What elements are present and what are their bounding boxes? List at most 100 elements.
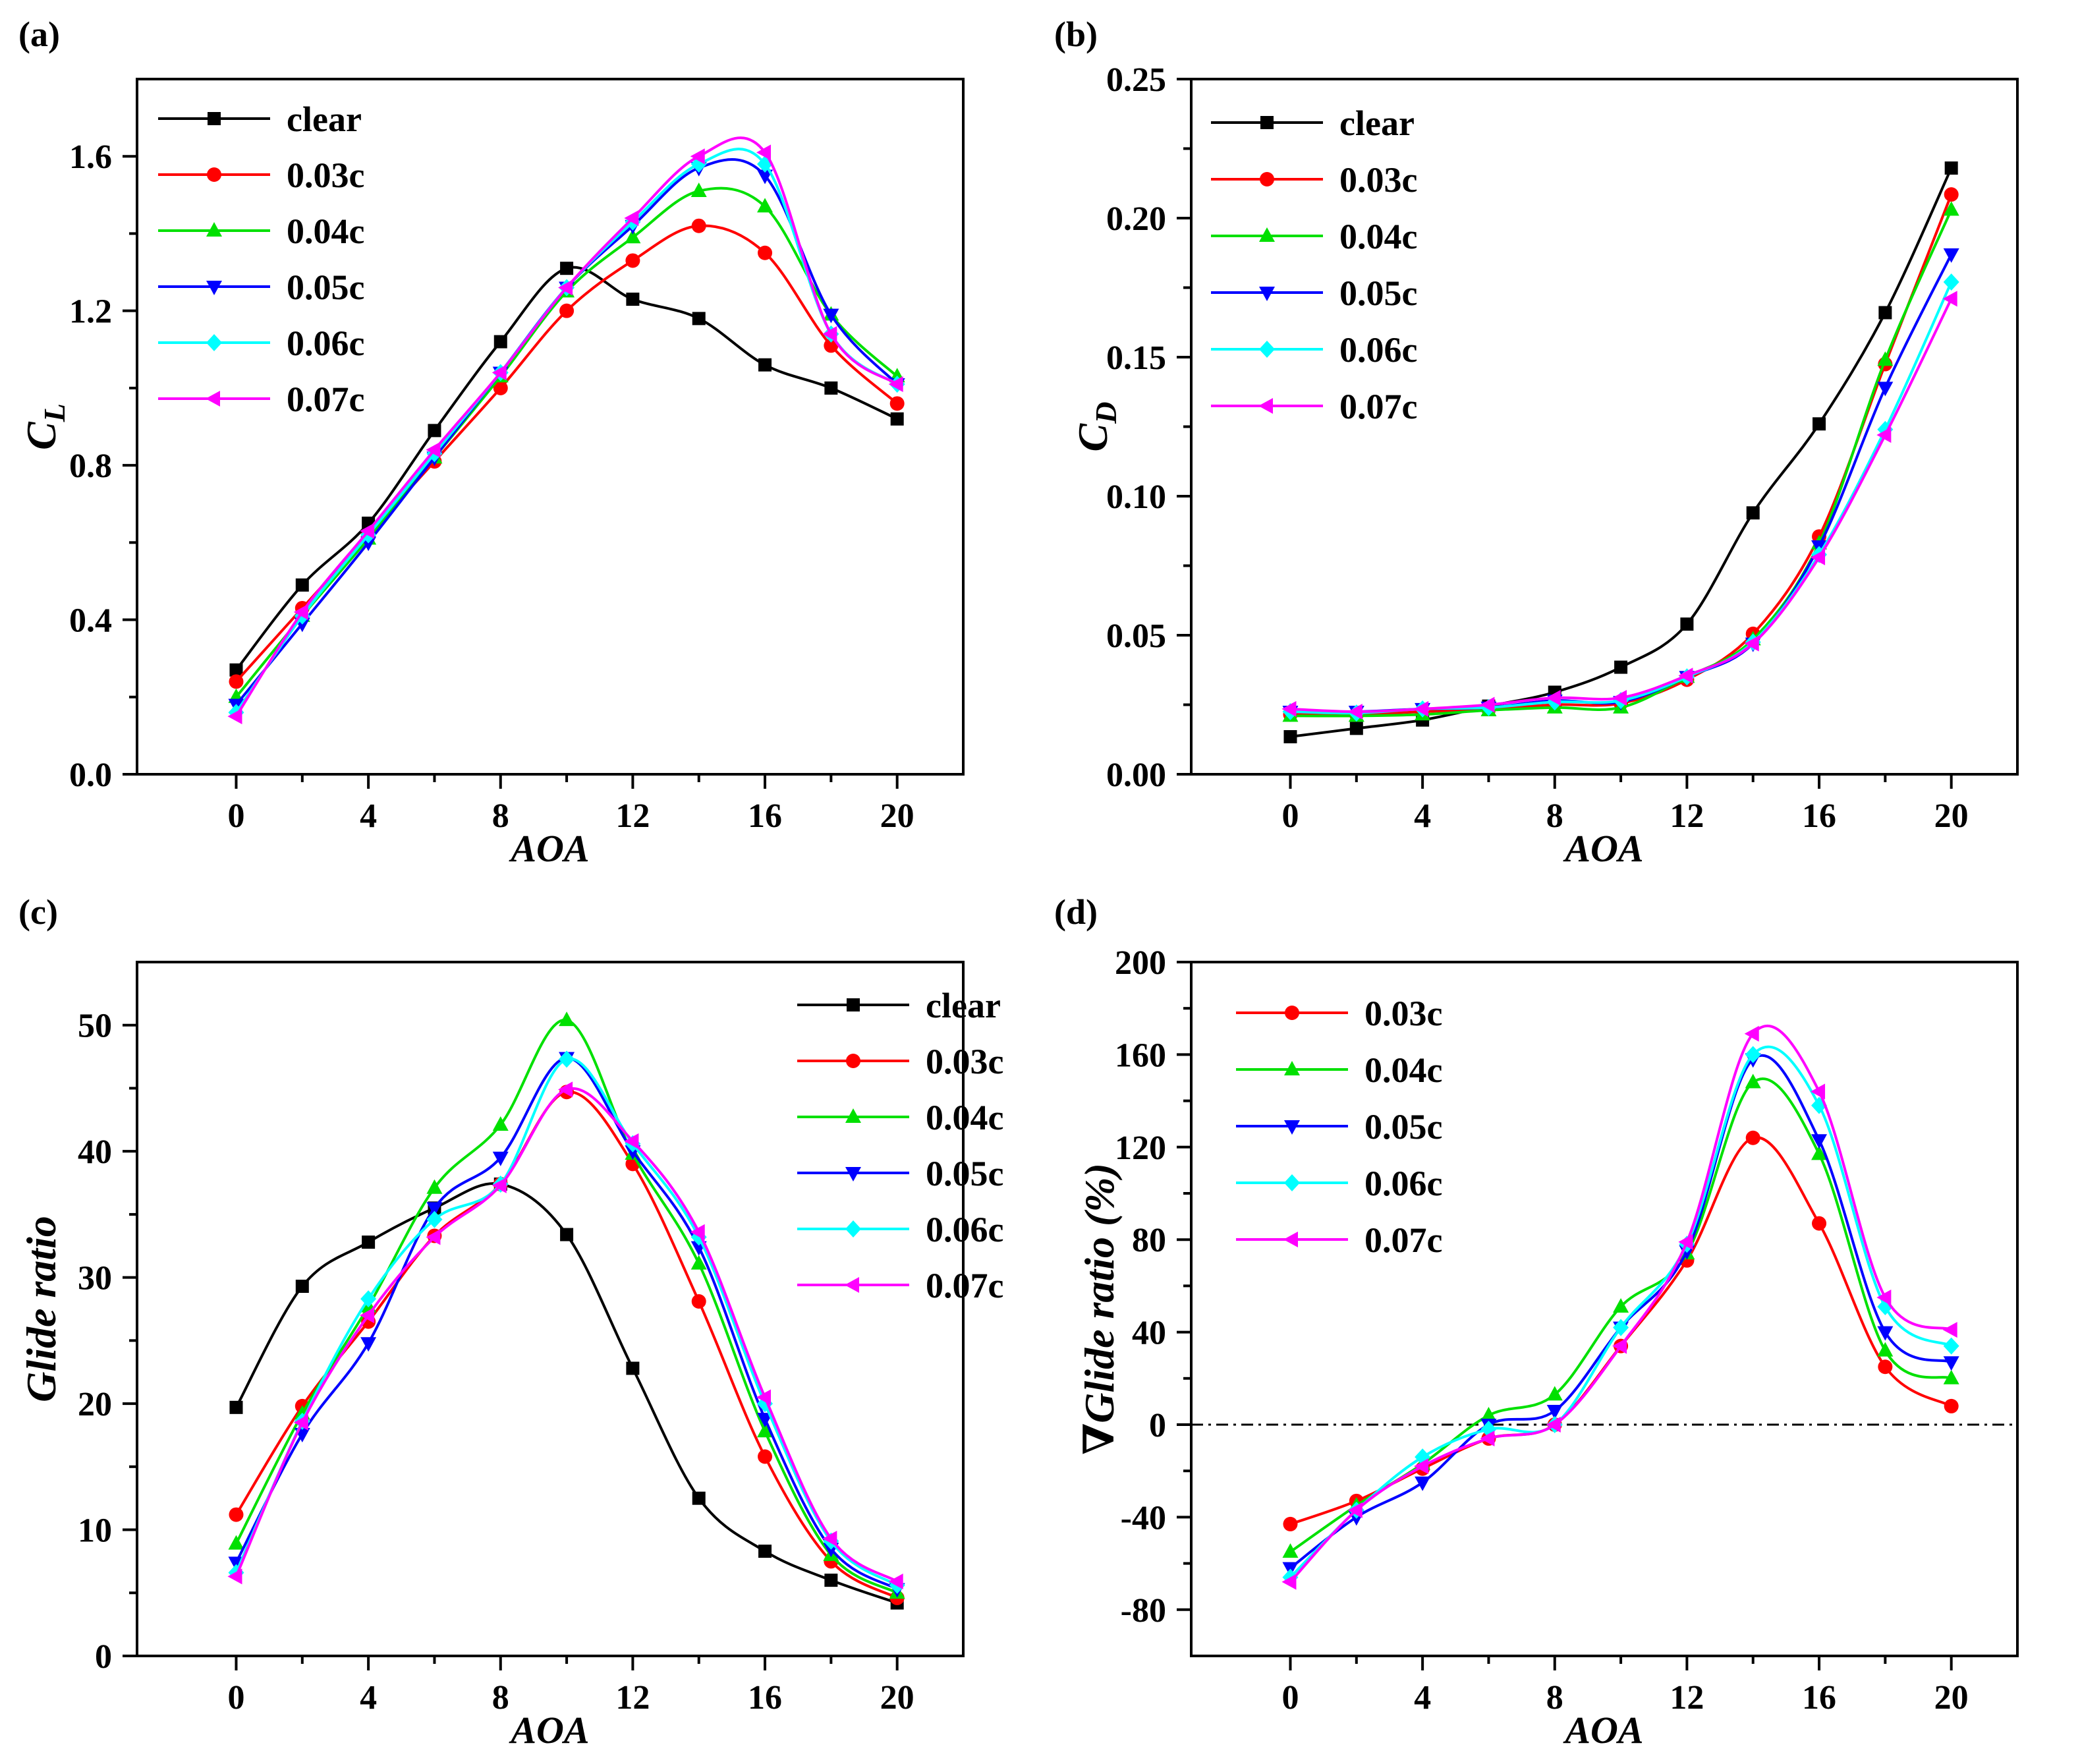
data-point bbox=[758, 1545, 772, 1558]
y-tick-label: 10 bbox=[78, 1512, 112, 1550]
data-point bbox=[229, 663, 243, 677]
data-point bbox=[1813, 417, 1826, 431]
data-point bbox=[888, 376, 903, 393]
y-tick-label: 0.0 bbox=[69, 756, 112, 794]
data-point bbox=[1943, 1369, 1959, 1384]
y-tick-label: 30 bbox=[78, 1260, 112, 1297]
x-tick-label: 12 bbox=[1670, 797, 1704, 835]
data-point bbox=[1678, 1234, 1693, 1250]
y-tick-label: 50 bbox=[78, 1008, 112, 1045]
x-tick-label: 0 bbox=[1281, 1679, 1299, 1717]
legend-label: 0.04c bbox=[1364, 1050, 1442, 1090]
data-point bbox=[229, 674, 244, 689]
data-point bbox=[1612, 1338, 1627, 1354]
data-point bbox=[1614, 660, 1628, 674]
y-tick-label: 0.05 bbox=[1106, 617, 1166, 655]
data-point bbox=[1283, 1516, 1298, 1531]
legend-entry-0.04c: 0.04c bbox=[1211, 217, 1417, 256]
data-point bbox=[889, 396, 905, 411]
data-point bbox=[822, 1530, 837, 1547]
data-point bbox=[758, 358, 772, 372]
data-point bbox=[1612, 689, 1627, 706]
series-line bbox=[1290, 298, 1953, 714]
series-line bbox=[235, 266, 898, 671]
panel-d: (d) 0 4 8 12 16 20 -80 -40 0 40 80 120 160 200 AOA ∇Glid… bbox=[1054, 892, 2019, 1751]
legend-label: 0.03c bbox=[1364, 994, 1442, 1033]
x-tick-label: 16 bbox=[1802, 797, 1836, 835]
y-tick-label: -40 bbox=[1121, 1499, 1166, 1537]
data-point bbox=[1876, 1289, 1892, 1305]
data-point bbox=[692, 312, 706, 326]
data-point bbox=[360, 1290, 377, 1308]
legend-label: 0.07c bbox=[1364, 1220, 1442, 1260]
data-point bbox=[890, 412, 904, 426]
y-tick-label: 200 bbox=[1115, 944, 1166, 982]
x-axis-label: AOA bbox=[509, 827, 589, 870]
data-point bbox=[559, 1050, 575, 1068]
data-point bbox=[560, 1228, 574, 1241]
data-point bbox=[1282, 1543, 1299, 1558]
series-line bbox=[235, 1019, 898, 1595]
legend-marker bbox=[1285, 1006, 1299, 1020]
y-tick-label: 120 bbox=[1115, 1129, 1166, 1167]
y-axis-label-subscript: D bbox=[1089, 402, 1123, 424]
legend-label: 0.06c bbox=[926, 1210, 1003, 1249]
legend-entry-0.05c: 0.05c bbox=[797, 1154, 1003, 1193]
x-tick-label: 12 bbox=[615, 797, 650, 835]
data-point bbox=[690, 148, 705, 165]
series-line bbox=[1290, 253, 1953, 714]
plot-frame bbox=[136, 78, 965, 776]
y-axis-label: CL bbox=[18, 403, 71, 450]
legend-label: clear bbox=[287, 100, 362, 139]
plot-frame bbox=[1190, 78, 2019, 776]
data-point bbox=[295, 578, 309, 592]
legend-label: 0.05c bbox=[1339, 273, 1417, 313]
panel-b: (b) 0 4 8 12 16 20 0.00 0.05 0.10 0.15 0.20 0.25 AOA C… bbox=[1054, 14, 2019, 870]
data-point bbox=[1878, 306, 1892, 320]
data-point bbox=[293, 604, 308, 620]
x-tick-label: 20 bbox=[880, 797, 914, 835]
data-point bbox=[1745, 1130, 1760, 1145]
series-line bbox=[235, 1057, 898, 1587]
y-tick-label: 0.20 bbox=[1106, 200, 1166, 238]
data-point bbox=[1281, 700, 1297, 717]
data-point bbox=[492, 1177, 507, 1193]
plot-frame bbox=[136, 961, 965, 1657]
legend-label: 0.07c bbox=[926, 1266, 1003, 1305]
y-tick-label: 1.2 bbox=[69, 293, 112, 331]
data-point bbox=[227, 708, 242, 725]
legend-marker bbox=[845, 1277, 859, 1293]
x-axis-label: AOA bbox=[1563, 827, 1643, 870]
legend-entry-clear: clear bbox=[1211, 103, 1415, 143]
data-point bbox=[426, 1179, 443, 1194]
legend-label: 0.05c bbox=[926, 1154, 1003, 1193]
data-point bbox=[1943, 248, 1959, 263]
y-tick-label: 40 bbox=[78, 1133, 112, 1171]
data-point bbox=[756, 144, 772, 161]
y-axis-label-main: C bbox=[1069, 422, 1116, 451]
data-point bbox=[1944, 187, 1959, 202]
legend-marker bbox=[845, 1220, 861, 1238]
legend-marker bbox=[1259, 287, 1275, 301]
legend-marker bbox=[1283, 1232, 1298, 1247]
legend-marker bbox=[1284, 1174, 1300, 1191]
legend-label: 0.06c bbox=[1339, 330, 1417, 370]
legend-label: clear bbox=[1339, 103, 1415, 143]
legend-entry-0.07c: 0.07c bbox=[1211, 387, 1417, 426]
x-tick-label: 16 bbox=[748, 1679, 782, 1717]
data-point bbox=[1546, 1417, 1561, 1433]
legend-marker bbox=[208, 112, 221, 125]
y-tick-label: 0.8 bbox=[69, 447, 112, 485]
legend-marker bbox=[1260, 116, 1274, 129]
panel-label: (c) bbox=[18, 892, 58, 932]
data-point bbox=[757, 1423, 773, 1438]
y-tick-label: 0.00 bbox=[1106, 756, 1166, 794]
data-point bbox=[1281, 1574, 1297, 1590]
legend-entry-0.03c: 0.03c bbox=[1211, 160, 1417, 200]
legend-entry-0.03c: 0.03c bbox=[797, 1042, 1003, 1081]
panel-c: (c) 0 4 8 12 16 20 0 10 20 30 40 50 AOA Glide ratio cle… bbox=[18, 892, 1003, 1751]
data-point bbox=[492, 364, 507, 381]
x-tick-label: 12 bbox=[1670, 1679, 1704, 1717]
legend-entry-0.04c: 0.04c bbox=[1236, 1050, 1442, 1090]
legend-entry-0.03c: 0.03c bbox=[1236, 994, 1442, 1033]
